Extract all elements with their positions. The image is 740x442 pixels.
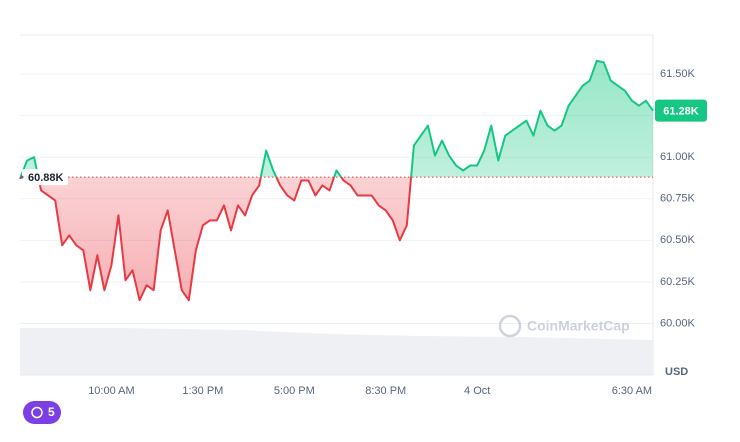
marks xyxy=(19,59,654,302)
x-tick-label: 10:00 AM xyxy=(88,385,134,397)
x-tick-label: 6:30 AM xyxy=(612,385,652,397)
watermark-icon xyxy=(498,314,522,338)
baseline-label-bg xyxy=(22,169,68,186)
currency-label: USD xyxy=(665,366,688,378)
volume-area xyxy=(20,328,653,375)
area-down xyxy=(20,177,653,301)
badge-icon xyxy=(31,406,43,419)
y-tick-label: 60.50K xyxy=(660,234,696,246)
x-tick-label: 4 Oct xyxy=(464,385,490,397)
price-line-down xyxy=(19,177,413,302)
y-tick-label: 60.75K xyxy=(660,193,696,205)
x-tick-label: 1:30 PM xyxy=(182,385,223,397)
y-tick-label: 61.00K xyxy=(660,151,696,163)
y-tick-label: 61.50K xyxy=(660,68,696,80)
watermark: CoinMarketCap xyxy=(498,314,630,338)
y-tick-label: 60.00K xyxy=(660,317,696,329)
y-tick-label: 60.25K xyxy=(660,276,696,288)
x-tick-label: 8:30 PM xyxy=(365,385,406,397)
watermark-text: CoinMarketCap xyxy=(527,318,630,334)
current-price-bg xyxy=(655,99,707,122)
x-tick-label: 5:00 PM xyxy=(274,385,315,397)
baseline-label: 60.88K xyxy=(28,172,64,184)
baseline-dot xyxy=(20,175,24,179)
current-price-label: 61.28K xyxy=(663,106,699,118)
price-line-up xyxy=(19,59,654,178)
badge-count[interactable]: 5 xyxy=(48,405,55,419)
badge[interactable]: 5 xyxy=(23,401,61,424)
